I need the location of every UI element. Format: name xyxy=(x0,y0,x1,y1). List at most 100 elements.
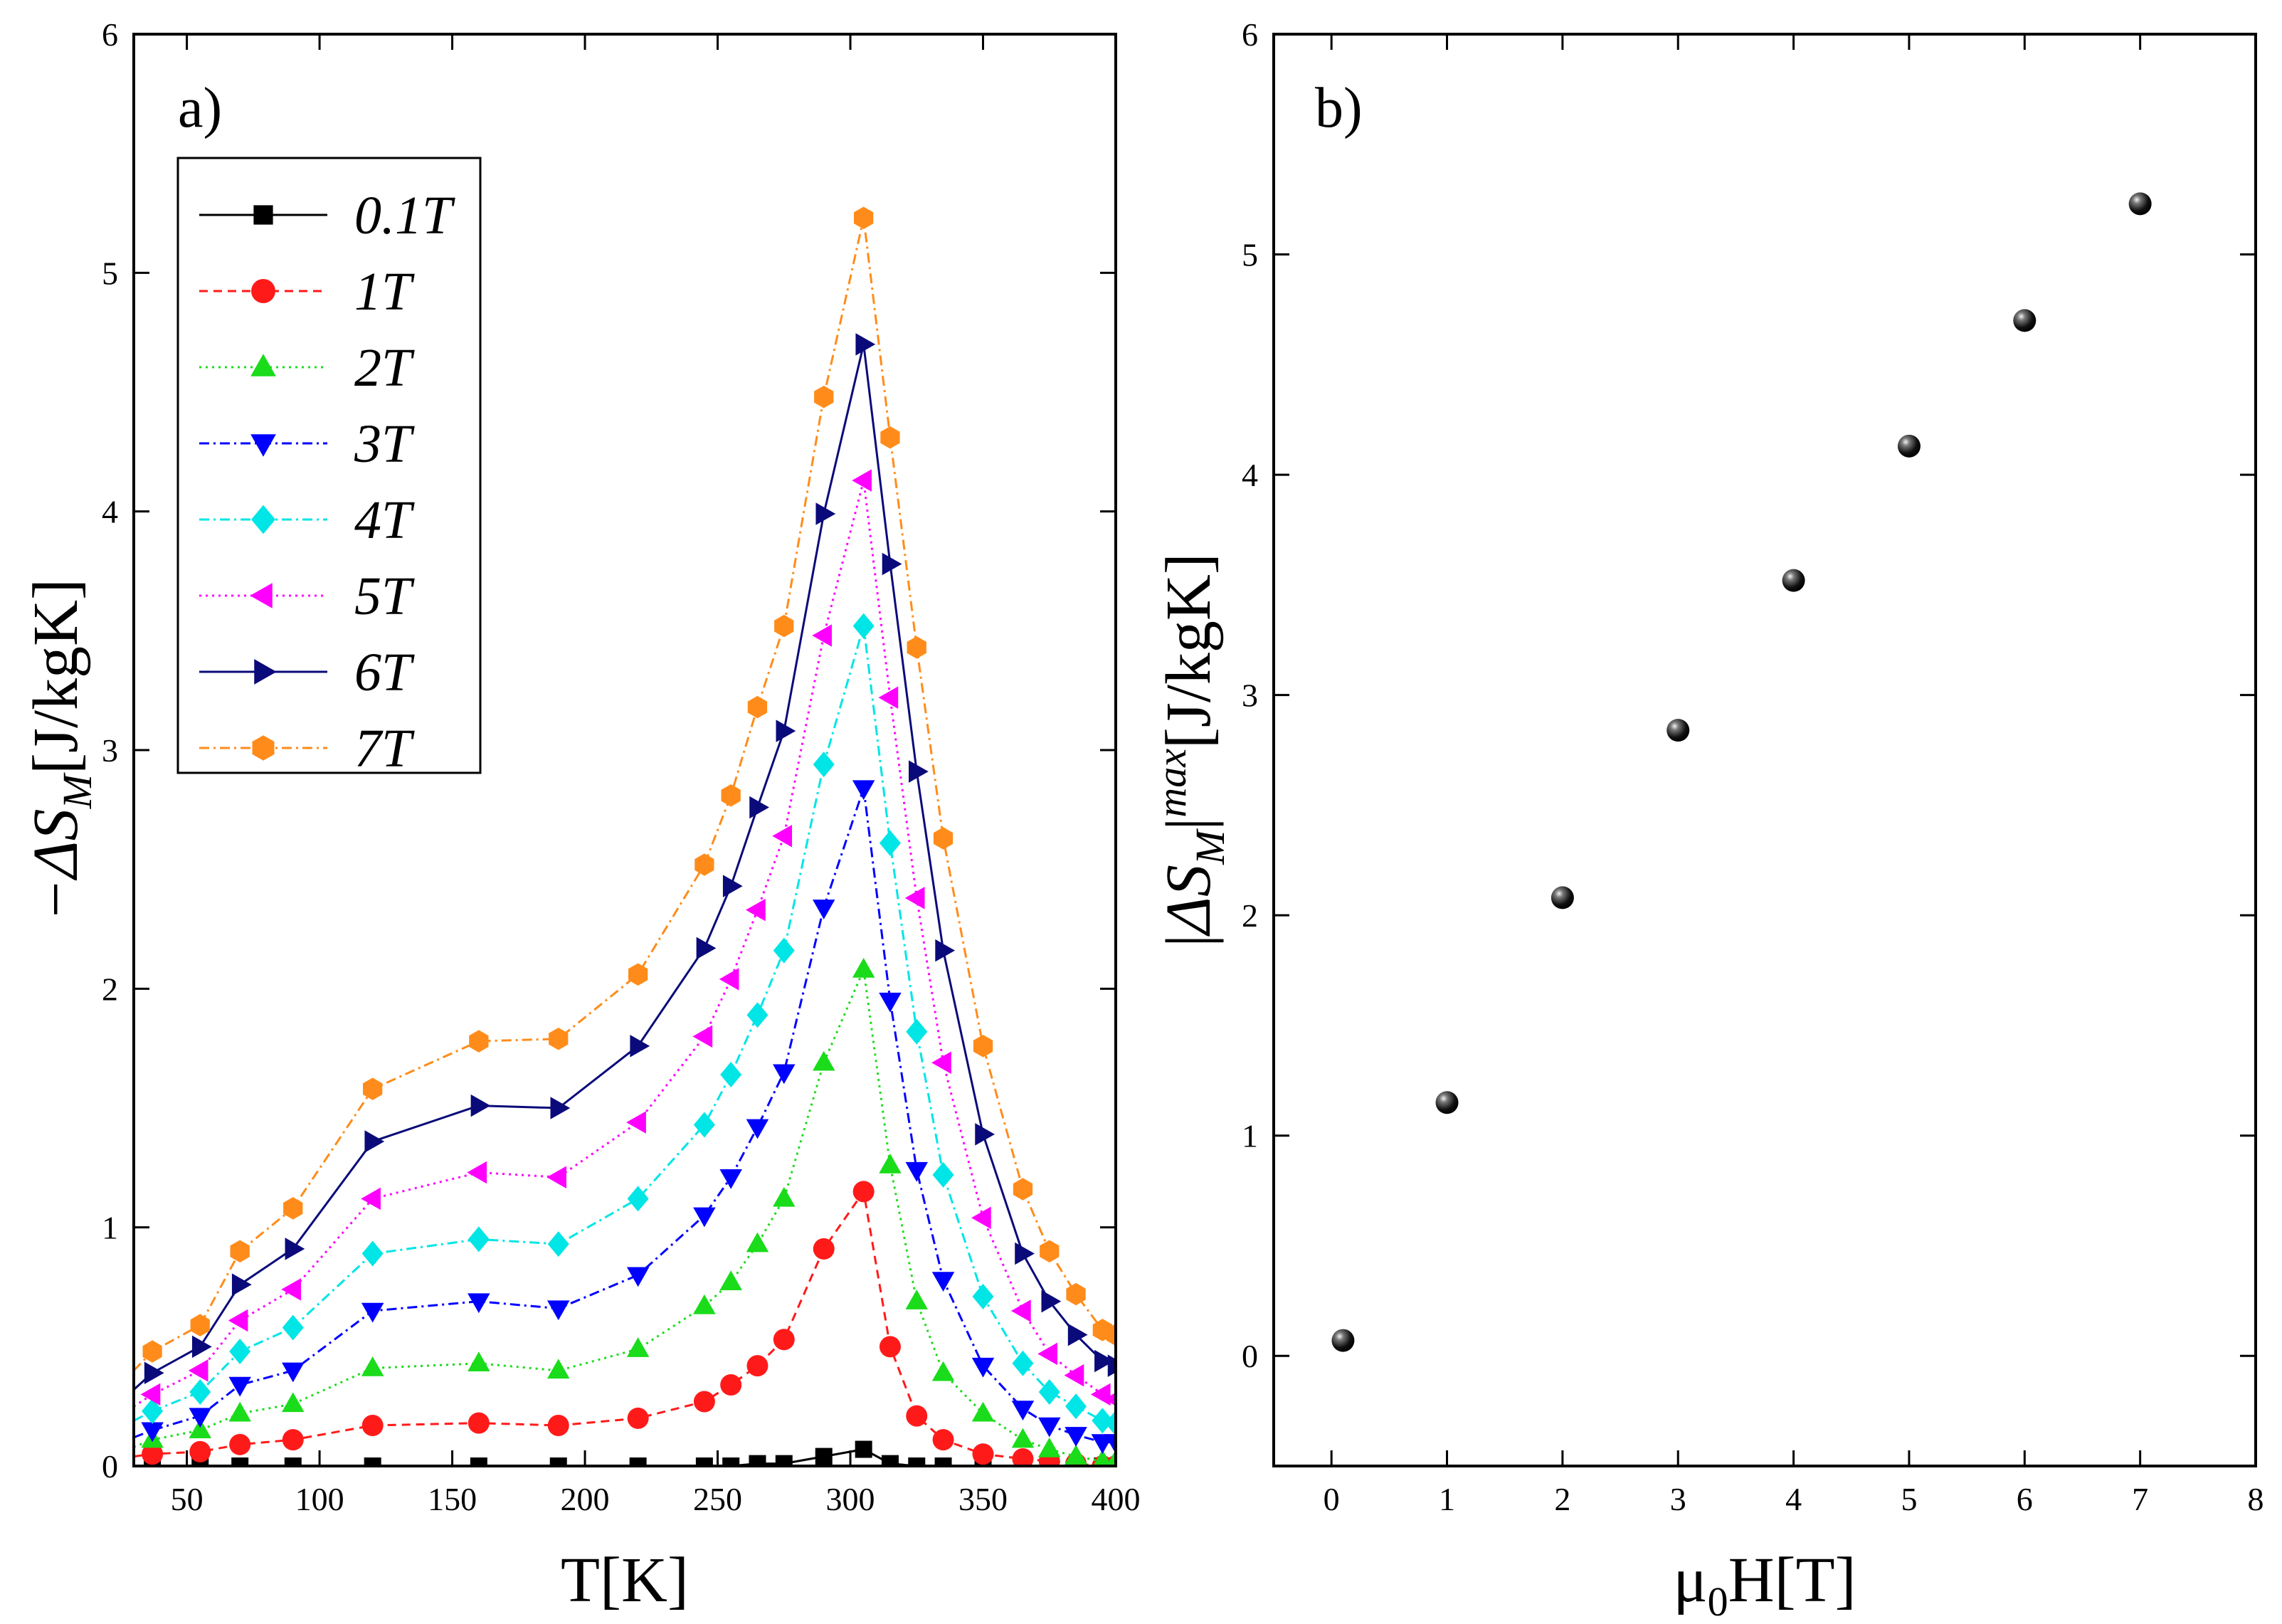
data-point-1T xyxy=(852,1181,875,1203)
data-point-2T xyxy=(971,1401,995,1422)
data-point-0.1T xyxy=(549,1457,567,1466)
data-point xyxy=(1435,1091,1459,1114)
panel-b-y-label-sub: M xyxy=(1187,828,1233,865)
data-point-7T xyxy=(854,206,874,229)
data-point-7T xyxy=(142,1340,162,1363)
data-point-5T xyxy=(361,1187,381,1211)
legend-label: 7T xyxy=(354,719,415,779)
series-line-1T xyxy=(134,1188,1116,1466)
data-point-2T xyxy=(1011,1428,1035,1448)
data-point-6T xyxy=(1094,1349,1114,1373)
legend-entry-4T: 4T xyxy=(199,490,415,550)
legend-marker xyxy=(253,205,273,225)
data-point-5T xyxy=(1037,1342,1058,1366)
series-line-6T xyxy=(134,344,1116,1391)
data-point-4T xyxy=(972,1283,994,1309)
data-point xyxy=(1331,1329,1355,1352)
data-point-0.1T xyxy=(284,1457,302,1466)
panel-a-frame xyxy=(132,33,1117,1467)
series-4T xyxy=(134,613,1116,1436)
data-point-6T xyxy=(722,875,743,897)
x-tick-label: 4 xyxy=(1785,1481,1802,1517)
legend-label: 3T xyxy=(354,414,415,474)
data-point-2T xyxy=(228,1401,251,1422)
series-1T xyxy=(134,1181,1116,1466)
data-point-5T xyxy=(904,887,925,909)
data-point-3T xyxy=(1011,1401,1035,1421)
data-point-3T xyxy=(626,1267,650,1287)
data-point-0.1T xyxy=(231,1457,249,1466)
data-point-4T xyxy=(1092,1408,1114,1434)
data-point-4T xyxy=(282,1314,304,1341)
legend-label: 0.1T xyxy=(354,186,455,246)
data-point-1T xyxy=(746,1355,768,1377)
data-point-2T xyxy=(719,1270,742,1291)
series-7T xyxy=(134,206,1116,1371)
data-point-5T xyxy=(971,1206,991,1230)
panel-b-y-axis-label: |ΔSM|max[J/kgK] xyxy=(1148,553,1233,947)
x-tick-label: 5 xyxy=(1901,1481,1917,1517)
data-point-1T xyxy=(1012,1448,1034,1466)
data-point xyxy=(1551,886,1574,909)
data-point-5T xyxy=(188,1359,208,1382)
data-point-6T xyxy=(191,1335,212,1359)
legend-marker xyxy=(251,279,275,303)
data-point-7T xyxy=(747,695,768,719)
data-point-6T xyxy=(285,1238,305,1260)
panel-b-ticks: 0 1 2 3 4 5 6 7 8 0 1 2 3 4 5 6 xyxy=(1242,16,2264,1517)
data-point xyxy=(1782,569,1805,592)
data-point-2T xyxy=(773,1186,796,1207)
x-tick-label: 8 xyxy=(2248,1481,2264,1517)
data-point-3T xyxy=(812,900,835,919)
data-point xyxy=(1897,434,1921,458)
data-point-7T xyxy=(549,1028,569,1050)
data-point-4T xyxy=(1012,1350,1034,1376)
data-point-4T xyxy=(720,1062,742,1088)
data-point-4T xyxy=(813,752,835,778)
data-point-0.1T xyxy=(364,1457,381,1466)
x-tick-label: 350 xyxy=(958,1481,1008,1517)
data-point-7T xyxy=(1013,1178,1033,1201)
x-tick-label: 200 xyxy=(561,1481,610,1517)
panel-a-y-label-prefix: −ΔS xyxy=(21,808,91,922)
legend-entry-3T: 3T xyxy=(199,414,415,474)
data-point-6T xyxy=(1067,1323,1088,1346)
data-point-5T xyxy=(719,968,739,991)
data-point-1T xyxy=(468,1412,490,1434)
data-point-2T xyxy=(1038,1438,1061,1457)
legend-marker xyxy=(251,505,275,534)
data-point-3T xyxy=(282,1362,305,1383)
data-point-1T xyxy=(932,1429,954,1451)
panel-b-y-label-sup: max xyxy=(1148,749,1195,818)
panel-a-x-axis-label: T[K] xyxy=(561,1545,689,1615)
data-point-2T xyxy=(1106,1449,1116,1466)
data-point-3T xyxy=(971,1357,995,1378)
data-point-4T xyxy=(879,830,901,856)
y-tick-label: 5 xyxy=(1242,237,1258,273)
data-point-5T xyxy=(546,1166,567,1188)
panel-b-frame xyxy=(1272,33,2257,1467)
data-point xyxy=(1666,719,1690,742)
data-point-6T xyxy=(1107,1354,1116,1377)
data-point-2T xyxy=(693,1294,716,1314)
data-point-3T xyxy=(1065,1427,1087,1447)
data-point-5T xyxy=(1090,1383,1111,1406)
series-3T xyxy=(134,780,1116,1454)
data-point-2T xyxy=(1093,1449,1112,1466)
x-tick-label: 100 xyxy=(295,1481,344,1517)
data-point-6T xyxy=(1041,1290,1062,1313)
panel-b-y-label-bar-left: | xyxy=(1153,934,1224,947)
panel-a-y-axis-label: −ΔSM[J/kgK] xyxy=(21,579,100,922)
data-point-6T xyxy=(855,333,876,356)
y-tick-label: 6 xyxy=(1242,16,1258,53)
legend-label: 5T xyxy=(354,566,415,626)
data-point-7T xyxy=(190,1314,210,1336)
panel-a-label: a) xyxy=(178,77,222,139)
data-point-4T xyxy=(547,1231,569,1257)
data-point-3T xyxy=(931,1272,955,1292)
panel-b-y-label-bar-right: | xyxy=(1153,818,1224,831)
legend-entry-7T: 7T xyxy=(199,719,415,779)
data-point-4T xyxy=(906,1018,928,1045)
data-point-7T xyxy=(469,1030,489,1053)
data-point-7T xyxy=(1066,1282,1086,1306)
